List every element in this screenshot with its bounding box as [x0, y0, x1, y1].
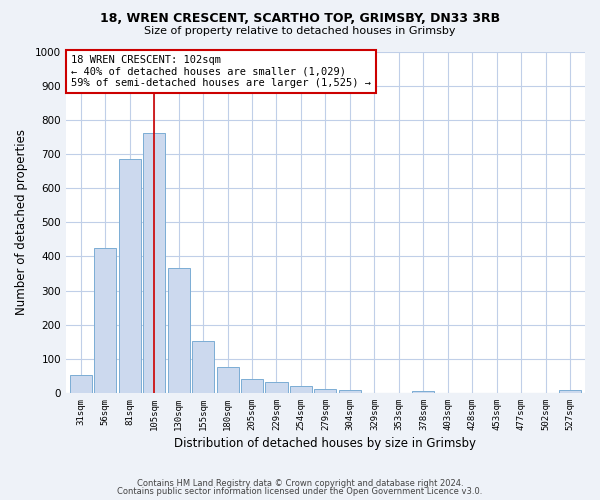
Bar — [94, 248, 116, 393]
Bar — [70, 375, 92, 393]
Bar — [314, 388, 337, 393]
Bar — [265, 382, 287, 393]
Text: 18 WREN CRESCENT: 102sqm
← 40% of detached houses are smaller (1,029)
59% of sem: 18 WREN CRESCENT: 102sqm ← 40% of detach… — [71, 55, 371, 88]
X-axis label: Distribution of detached houses by size in Grimsby: Distribution of detached houses by size … — [175, 437, 476, 450]
Bar — [241, 378, 263, 393]
Bar — [339, 390, 361, 393]
Bar — [143, 134, 165, 393]
Bar — [119, 159, 140, 393]
Bar — [290, 386, 312, 393]
Bar — [412, 391, 434, 393]
Text: Contains HM Land Registry data © Crown copyright and database right 2024.: Contains HM Land Registry data © Crown c… — [137, 478, 463, 488]
Bar — [217, 367, 239, 393]
Text: Size of property relative to detached houses in Grimsby: Size of property relative to detached ho… — [144, 26, 456, 36]
Bar — [167, 268, 190, 393]
Y-axis label: Number of detached properties: Number of detached properties — [15, 129, 28, 315]
Bar — [192, 340, 214, 393]
Bar — [559, 390, 581, 393]
Text: 18, WREN CRESCENT, SCARTHO TOP, GRIMSBY, DN33 3RB: 18, WREN CRESCENT, SCARTHO TOP, GRIMSBY,… — [100, 12, 500, 26]
Text: Contains public sector information licensed under the Open Government Licence v3: Contains public sector information licen… — [118, 487, 482, 496]
